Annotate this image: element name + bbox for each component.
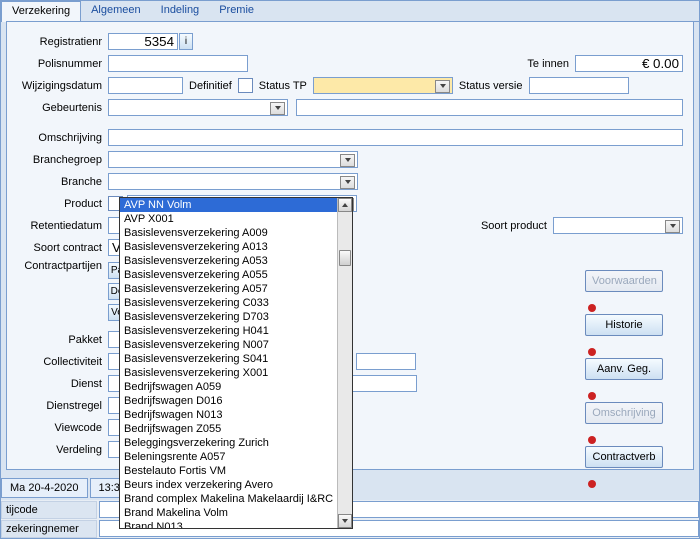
label-definitief: Definitief <box>189 80 232 92</box>
label-registratienr: Registratienr <box>17 36 108 48</box>
collectiviteit-field3[interactable] <box>356 353 416 370</box>
tab-indeling[interactable]: Indeling <box>151 1 210 21</box>
dropdown-item[interactable]: Basislevensverzekering S041 <box>120 352 338 366</box>
tab-strip: Verzekering Algemeen Indeling Premie <box>1 1 699 22</box>
label-soort-product: Soort product <box>462 220 553 232</box>
label-product: Product <box>17 198 108 210</box>
label-tijcode: tijcode <box>1 501 97 519</box>
scrollbar[interactable] <box>337 198 352 528</box>
contractverb-button[interactable]: Contractverb <box>585 446 663 468</box>
polisnummer-field[interactable] <box>108 55 248 72</box>
app-window: Verzekering Algemeen Indeling Premie Ins… <box>0 0 700 539</box>
dropdown-item[interactable]: Basislevensverzekering X001 <box>120 366 338 380</box>
dropdown-item[interactable]: AVP X001 <box>120 212 338 226</box>
wijzigingsdatum-field[interactable] <box>108 77 183 94</box>
side-button-group: Voorwaarden Historie Aanv. Geg. Omschrij… <box>585 270 675 490</box>
dot-icon <box>588 392 596 400</box>
dropdown-item[interactable]: Basislevensverzekering A053 <box>120 254 338 268</box>
label-viewcode: Viewcode <box>17 422 108 434</box>
dropdown-item[interactable]: Basislevensverzekering A013 <box>120 240 338 254</box>
label-omschrijving: Omschrijving <box>17 132 108 144</box>
label-branche: Branche <box>17 176 108 188</box>
dot-icon <box>588 304 596 312</box>
soort-product-select[interactable] <box>553 217 683 234</box>
dropdown-item[interactable]: Bedrijfswagen Z055 <box>120 422 338 436</box>
gebeurtenis-select[interactable] <box>108 99 288 116</box>
dropdown-item[interactable]: Bedrijfswagen A059 <box>120 380 338 394</box>
status-versie-field[interactable] <box>529 77 629 94</box>
dropdown-item[interactable]: Bedrijfswagen D016 <box>120 394 338 408</box>
dropdown-item[interactable]: Brand N013 <box>120 520 338 528</box>
label-dienstregel: Dienstregel <box>17 400 108 412</box>
dropdown-item[interactable]: Bestelauto Fortis VM <box>120 464 338 478</box>
dropdown-item[interactable]: Bedrijfswagen N013 <box>120 408 338 422</box>
scroll-down-button[interactable] <box>338 514 352 528</box>
dot-icon <box>588 480 596 488</box>
label-verdeling: Verdeling <box>17 444 108 456</box>
dropdown-item[interactable]: Basislevensverzekering H041 <box>120 324 338 338</box>
dropdown-item[interactable]: Basislevensverzekering A055 <box>120 268 338 282</box>
historie-button[interactable]: Historie <box>585 314 663 336</box>
dropdown-item[interactable]: Beleggingsverzekering Zurich <box>120 436 338 450</box>
product-dropdown-list[interactable]: AVP NN VolmAVP X001Basislevensverzekerin… <box>119 197 353 529</box>
label-status-versie: Status versie <box>459 80 523 92</box>
branchegroep-select[interactable] <box>108 151 358 168</box>
dot-icon <box>588 348 596 356</box>
label-soort-contract: Soort contract <box>17 242 108 254</box>
omschrijving-field[interactable] <box>108 129 683 146</box>
label-retentiedatum: Retentiedatum <box>17 220 108 232</box>
dropdown-item[interactable]: Brand complex Makelina Makelaardij I&RC <box>120 492 338 506</box>
status-bar: Ma 20-4-2020 13:34 <box>1 478 137 498</box>
label-polisnummer: Polisnummer <box>17 58 108 70</box>
status-tp-select[interactable] <box>313 77 453 94</box>
branche-select[interactable] <box>108 173 358 190</box>
label-te-innen: Te innen <box>509 58 575 70</box>
tab-premie[interactable]: Premie <box>209 1 264 21</box>
voorwaarden-button[interactable]: Voorwaarden <box>585 270 663 292</box>
scroll-thumb[interactable] <box>339 250 351 266</box>
dot-icon <box>588 436 596 444</box>
registratienr-lookup-button[interactable]: i <box>179 33 193 50</box>
aanvgeg-button[interactable]: Aanv. Geg. <box>585 358 663 380</box>
gebeurtenis-text[interactable] <box>296 99 683 116</box>
label-collectiviteit: Collectiviteit <box>17 356 108 368</box>
dropdown-item[interactable]: Basislevensverzekering D703 <box>120 310 338 324</box>
te-innen-field <box>575 55 683 72</box>
status-date: Ma 20-4-2020 <box>1 478 88 498</box>
omschrijving-button[interactable]: Omschrijving <box>585 402 663 424</box>
label-contractpartijen: Contractpartijen <box>17 260 108 272</box>
scroll-up-button[interactable] <box>338 198 352 212</box>
label-status-tp: Status TP <box>259 80 307 92</box>
label-wijzigingsdatum: Wijzigingsdatum <box>17 80 108 92</box>
tab-algemeen[interactable]: Algemeen <box>81 1 151 21</box>
label-gebeurtenis: Gebeurtenis <box>17 102 108 114</box>
tab-verzekering[interactable]: Verzekering <box>1 1 81 22</box>
registratienr-field[interactable] <box>108 33 178 50</box>
dropdown-item[interactable]: AVP NN Volm <box>120 198 338 212</box>
dropdown-item[interactable]: Basislevensverzekering C033 <box>120 296 338 310</box>
dropdown-item[interactable]: Basislevensverzekering A057 <box>120 282 338 296</box>
dropdown-item[interactable]: Brand Makelina Volm <box>120 506 338 520</box>
label-pakket: Pakket <box>17 334 108 346</box>
label-branchegroep: Branchegroep <box>17 154 108 166</box>
definitief-checkbox[interactable] <box>238 78 253 93</box>
dropdown-item[interactable]: Basislevensverzekering N007 <box>120 338 338 352</box>
label-dienst: Dienst <box>17 378 108 390</box>
label-zekeringnemer: zekeringnemer <box>1 520 97 538</box>
dropdown-item[interactable]: Beleningsrente A057 <box>120 450 338 464</box>
dropdown-item[interactable]: Beurs index verzekering Avero <box>120 478 338 492</box>
dropdown-item[interactable]: Basislevensverzekering A009 <box>120 226 338 240</box>
